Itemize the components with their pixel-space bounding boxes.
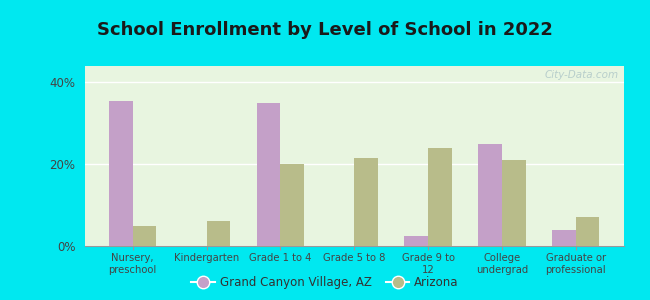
Bar <box>133 226 156 246</box>
Bar <box>280 164 304 246</box>
Bar <box>428 148 452 246</box>
Bar <box>109 101 133 246</box>
Bar <box>478 144 502 246</box>
Bar <box>576 218 599 246</box>
Bar <box>207 221 230 246</box>
Legend: Grand Canyon Village, AZ, Arizona: Grand Canyon Village, AZ, Arizona <box>187 272 463 294</box>
Bar <box>257 103 280 246</box>
Bar <box>404 236 428 246</box>
Bar <box>502 160 526 246</box>
Text: City-Data.com: City-Data.com <box>545 70 619 80</box>
Bar <box>354 158 378 246</box>
Bar <box>552 230 576 246</box>
Text: School Enrollment by Level of School in 2022: School Enrollment by Level of School in … <box>97 21 553 39</box>
